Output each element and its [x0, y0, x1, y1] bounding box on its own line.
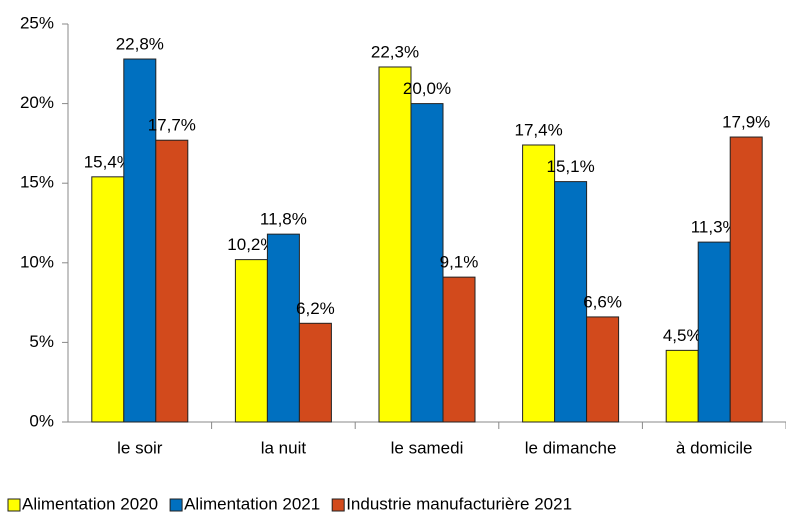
- legend-label: Industrie manufacturière 2021: [346, 494, 572, 513]
- x-tick-label: le samedi: [391, 438, 464, 457]
- y-tick-label: 15%: [20, 173, 54, 192]
- value-label: 22,8%: [116, 35, 164, 54]
- bar: [266, 233, 300, 423]
- y-tick-label: 10%: [20, 252, 54, 271]
- y-tick-label: 25%: [20, 13, 54, 32]
- value-label: 15,4%: [84, 152, 132, 171]
- bar: [586, 316, 620, 423]
- legend-label: Alimentation 2021: [184, 494, 320, 513]
- legend-swatch: [169, 498, 183, 512]
- bar: [410, 103, 444, 423]
- legend-label: Alimentation 2020: [22, 494, 158, 513]
- y-tick-label: 20%: [20, 93, 54, 112]
- value-label: 15,1%: [546, 157, 594, 176]
- bar: [123, 58, 157, 423]
- y-tick-label: 0%: [29, 411, 54, 430]
- value-label: 11,3%: [691, 218, 738, 237]
- bar: [234, 259, 268, 423]
- bar: [155, 139, 189, 423]
- value-label: 6,2%: [296, 299, 335, 318]
- y-tick-label: 5%: [29, 332, 54, 351]
- legend-swatch: [331, 498, 345, 512]
- x-tick-label: à domicile: [676, 438, 753, 457]
- value-label: 9,1%: [440, 253, 479, 272]
- legend-swatch: [7, 498, 21, 512]
- value-label: 11,8%: [260, 210, 307, 229]
- value-label: 22,3%: [371, 42, 419, 61]
- bar: [697, 241, 731, 423]
- bar: [298, 322, 332, 423]
- value-label: 6,6%: [583, 292, 622, 311]
- bar: [378, 66, 412, 423]
- bar: [665, 349, 699, 423]
- x-tick-label: la nuit: [261, 438, 307, 457]
- bar: [729, 136, 763, 423]
- value-label: 17,9%: [722, 113, 770, 132]
- bar: [442, 276, 476, 423]
- bar: [554, 181, 588, 423]
- value-label: 17,4%: [514, 120, 562, 139]
- x-tick-label: le dimanche: [525, 438, 617, 457]
- bar: [91, 176, 125, 423]
- value-label: 17,7%: [148, 116, 196, 135]
- value-label: 20,0%: [403, 79, 451, 98]
- value-label: 4,5%: [663, 326, 702, 345]
- bar: [522, 144, 556, 423]
- value-label: 10,2%: [227, 235, 275, 254]
- x-tick-label: le soir: [117, 438, 163, 457]
